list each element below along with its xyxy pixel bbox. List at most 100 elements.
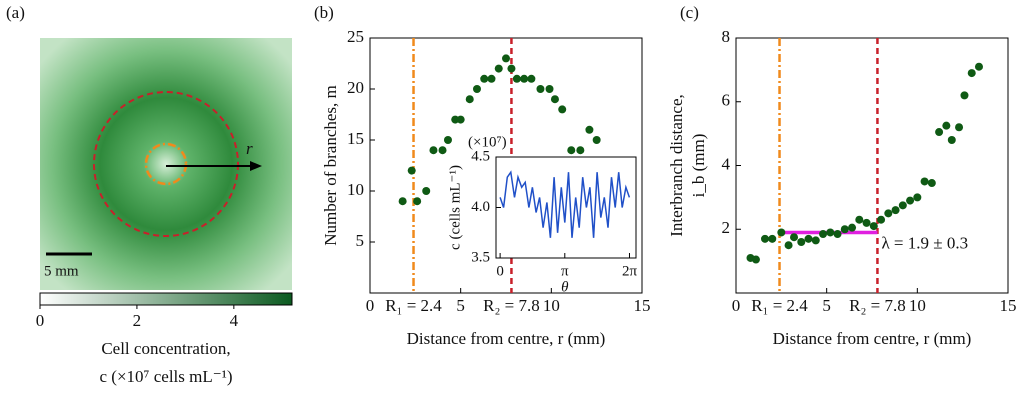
data-point <box>487 75 495 83</box>
y-tick-label: 4 <box>722 154 731 173</box>
data-point <box>752 256 760 264</box>
data-point <box>819 230 827 238</box>
y-tick-label: 3.5 <box>471 249 490 265</box>
x-tick-label: 0 <box>732 296 741 315</box>
data-point <box>855 216 863 224</box>
data-point <box>444 136 452 144</box>
data-point <box>877 216 885 224</box>
data-point <box>551 95 559 103</box>
data-point <box>948 136 956 144</box>
data-point <box>527 75 535 83</box>
data-point <box>399 197 407 205</box>
data-point <box>942 122 950 130</box>
x-tick-label: 10 <box>543 296 560 315</box>
data-point <box>768 235 776 243</box>
inset-multiplier: (×10⁷) <box>468 134 507 150</box>
y-axis-label: i_b (mm) <box>689 134 708 198</box>
data-point <box>975 63 983 71</box>
arrow-label: r <box>246 139 253 158</box>
reference-label: R₂ = 7.8 <box>483 296 540 315</box>
data-point <box>906 197 914 205</box>
reference-label: R₁ = 2.4 <box>385 296 442 315</box>
data-point <box>921 177 929 185</box>
plot-frame <box>736 38 1008 293</box>
data-point <box>812 236 820 244</box>
data-point <box>805 235 813 243</box>
data-point <box>473 85 481 93</box>
data-point <box>558 105 566 113</box>
data-point <box>536 85 544 93</box>
x-tick-label: 5 <box>456 296 465 315</box>
scale-bar-label: 5 mm <box>44 263 79 279</box>
data-point <box>928 179 936 187</box>
colorbar-tick-label: 2 <box>133 311 142 330</box>
panel-label: (b) <box>314 3 334 22</box>
data-point <box>884 209 892 217</box>
data-point <box>513 75 521 83</box>
y-tick-label: 25 <box>347 27 364 46</box>
reference-label: R₁ = 2.4 <box>751 296 808 315</box>
data-point <box>935 128 943 136</box>
data-point <box>576 146 584 154</box>
panel-label: (a) <box>6 3 25 22</box>
data-point <box>797 238 805 246</box>
data-point <box>968 69 976 77</box>
colorbar-label: Cell concentration, <box>101 339 230 358</box>
panel-label: (c) <box>680 3 699 22</box>
data-point <box>841 225 849 233</box>
data-point <box>913 193 921 201</box>
data-point <box>960 91 968 99</box>
x-tick-label: 5 <box>822 296 831 315</box>
y-tick-label: 6 <box>722 91 731 110</box>
data-point <box>585 126 593 134</box>
inset-x-label: θ <box>561 279 569 295</box>
data-point <box>429 146 437 154</box>
x-tick-label: 15 <box>634 296 651 315</box>
reference-label: R₂ = 7.8 <box>849 296 906 315</box>
x-axis-label: Distance from centre, r (mm) <box>773 329 972 348</box>
data-point <box>863 219 871 227</box>
x-tick-label: 0 <box>496 263 504 279</box>
mean-label: λ = 1.9 ± 0.3 <box>881 233 968 252</box>
data-point <box>899 201 907 209</box>
colorbar-tick-label: 0 <box>36 311 45 330</box>
colorbar-tick-label: 4 <box>230 311 239 330</box>
figure: (a) r 5 mm Cell concentration, c (×10⁷ c… <box>0 0 1026 395</box>
data-point <box>520 75 528 83</box>
x-tick-label: 15 <box>1000 296 1017 315</box>
y-tick-label: 20 <box>347 78 364 97</box>
data-point <box>546 85 554 93</box>
data-point <box>834 230 842 238</box>
x-axis-label: Distance from centre, r (mm) <box>407 329 606 348</box>
x-tick-label: 10 <box>909 296 926 315</box>
y-axis-label: Interbranch distance, <box>667 94 686 237</box>
x-tick-label: π <box>561 263 569 279</box>
inset-y-label: c (cells mL⁻¹) <box>447 165 463 250</box>
data-point <box>507 65 515 73</box>
data-point <box>848 224 856 232</box>
data-point <box>870 222 878 230</box>
colorbar-label: c (×10⁷ cells mL⁻¹) <box>100 367 233 386</box>
y-tick-label: 5 <box>356 231 365 250</box>
data-point <box>826 228 834 236</box>
data-point <box>466 95 474 103</box>
data-point <box>785 241 793 249</box>
x-tick-label: 0 <box>366 296 375 315</box>
data-point <box>955 123 963 131</box>
x-tick-label: 2π <box>622 263 638 279</box>
data-point <box>457 116 465 124</box>
data-point <box>408 167 416 175</box>
data-point <box>892 206 900 214</box>
y-tick-label: 10 <box>347 180 364 199</box>
data-point <box>761 235 769 243</box>
y-tick-label: 4.5 <box>471 148 490 164</box>
data-point <box>567 146 575 154</box>
data-point <box>790 233 798 241</box>
y-tick-label: 8 <box>722 27 731 46</box>
y-axis-label: Number of branches, m <box>321 85 340 246</box>
data-point <box>480 75 488 83</box>
y-tick-label: 4.0 <box>471 199 490 215</box>
data-point <box>777 228 785 236</box>
data-point <box>422 187 430 195</box>
y-tick-label: 2 <box>722 218 731 237</box>
